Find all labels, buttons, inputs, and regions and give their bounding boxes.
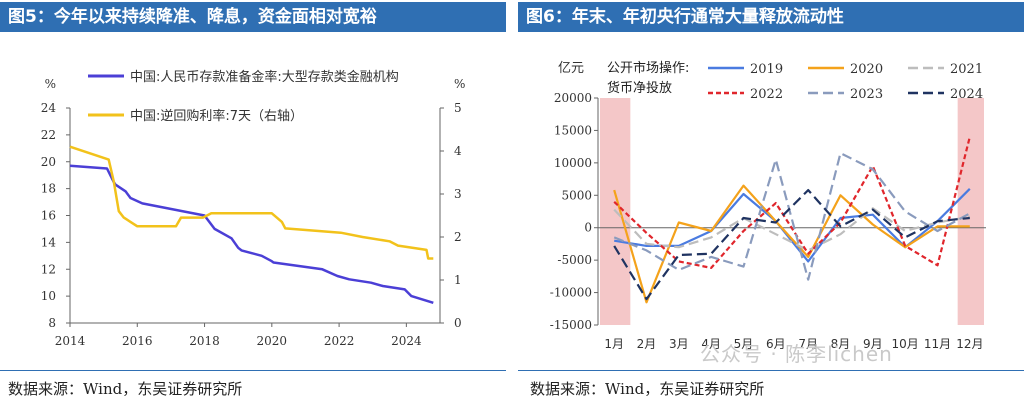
- legend-label: 中国:人民币存款准备金率:大型存款类金融机构: [130, 69, 399, 85]
- x-tick-label: 4月: [701, 337, 721, 351]
- y-unit: 亿元: [558, 61, 584, 76]
- y-left-tick-label: 22: [41, 128, 56, 142]
- x-tick-label: 2022: [324, 334, 355, 348]
- right-figure-title: 图6：年末、年初央行通常大量释放流动性: [518, 2, 1024, 32]
- x-tick-label: 2月: [637, 337, 657, 351]
- y-tick-label: -5000: [557, 253, 592, 267]
- legend-label: 2024: [950, 87, 983, 102]
- x-tick-label: 11月: [924, 337, 951, 351]
- y-left-unit: %: [45, 77, 56, 91]
- y-right-unit: %: [454, 77, 465, 91]
- series-line: [69, 145, 434, 260]
- series-line: [69, 164, 434, 304]
- x-tick-label: 12月: [956, 337, 983, 351]
- legend-title: 货币净投放: [607, 80, 672, 96]
- y-right-tick-label: 1: [454, 273, 462, 287]
- y-tick-label: 15000: [554, 123, 592, 137]
- x-tick-label: 10月: [892, 337, 919, 351]
- y-left-tick-label: 18: [41, 182, 56, 196]
- left-source-rule: [0, 370, 506, 371]
- x-tick-label: 2024: [391, 334, 422, 348]
- series-line: [613, 189, 970, 301]
- left-figure-title: 图5：今年以来持续降准、降息，资金面相对宽裕: [0, 2, 506, 32]
- series-line: [613, 207, 970, 252]
- y-tick-label: -15000: [550, 318, 592, 332]
- x-tick-label: 9月: [863, 337, 883, 351]
- left-source-note: 数据来源：Wind，东吴证券研究所: [8, 380, 243, 398]
- y-left-tick-label: 24: [41, 101, 57, 115]
- y-left-tick-label: 16: [41, 209, 56, 223]
- y-right-tick-label: 5: [454, 101, 462, 115]
- y-left-tick-label: 8: [48, 316, 56, 330]
- y-tick-label: 20000: [554, 91, 592, 105]
- legend-label: 中国:逆回购利率:7天（右轴）: [130, 108, 303, 124]
- x-tick-label: 8月: [831, 337, 851, 351]
- y-tick-label: -10000: [550, 286, 592, 300]
- y-left-tick-label: 20: [41, 155, 56, 169]
- x-tick-label: 2014: [55, 334, 86, 348]
- x-tick-label: 2016: [122, 334, 153, 348]
- legend-label: 2022: [750, 87, 783, 102]
- y-tick-label: 0: [584, 221, 592, 235]
- y-tick-label: 10000: [554, 156, 592, 170]
- y-right-tick-label: 0: [454, 316, 462, 330]
- x-tick-label: 5月: [734, 337, 754, 351]
- series-line: [613, 152, 971, 281]
- x-tick-label: 2020: [257, 334, 288, 348]
- shaded-month-band: [957, 98, 984, 325]
- y-right-tick-label: 4: [454, 144, 462, 158]
- x-tick-label: 3月: [669, 337, 689, 351]
- legend-label: 2020: [850, 62, 883, 77]
- y-tick-label: 5000: [561, 188, 592, 202]
- x-tick-label: 2018: [189, 334, 220, 348]
- x-tick-label: 1月: [604, 337, 624, 351]
- x-tick-label: 6月: [766, 337, 786, 351]
- watermark: 公众号 · 陈李lichen: [700, 342, 893, 366]
- series-line: [613, 136, 971, 269]
- x-tick-label: 7月: [798, 337, 818, 351]
- y-left-tick-label: 14: [41, 235, 57, 249]
- series-line: [613, 184, 970, 304]
- legend-label: 2019: [750, 62, 783, 77]
- legend-title: 公开市场操作:: [607, 60, 689, 76]
- legend-label: 2021: [950, 62, 983, 77]
- right-source-rule: [518, 370, 1024, 371]
- y-left-tick-label: 12: [41, 262, 56, 276]
- right-source-note: 数据来源：Wind，东吴证券研究所: [530, 380, 765, 398]
- y-left-tick-label: 10: [41, 289, 56, 303]
- y-right-tick-label: 3: [454, 187, 462, 201]
- y-right-tick-label: 2: [454, 230, 462, 244]
- legend-label: 2023: [850, 87, 883, 102]
- chart-net-injection: 20000 15000 10000 5000 0 -5000 -10000 -15000 1月 2…: [550, 60, 986, 351]
